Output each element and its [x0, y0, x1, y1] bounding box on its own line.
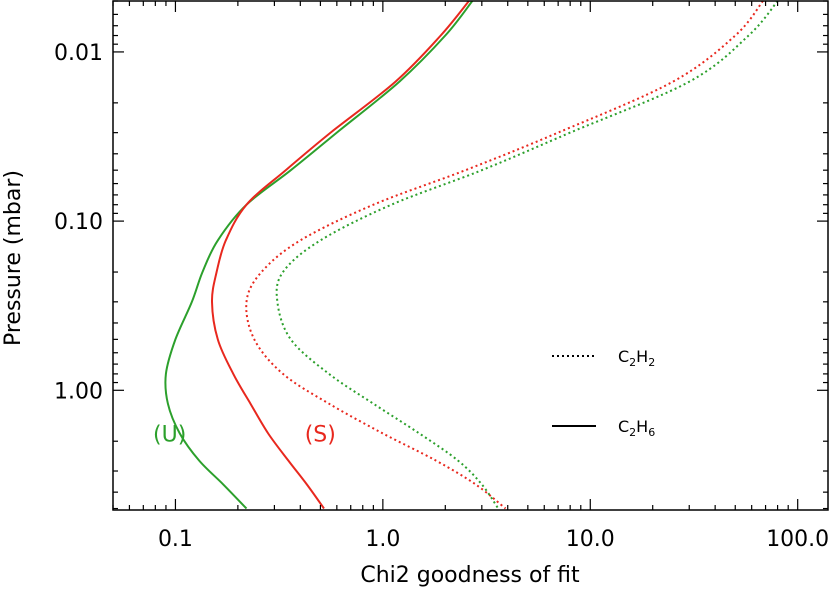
series-line-1	[210, 1, 470, 510]
legend-label-c2h2: C2H2	[618, 347, 655, 369]
y-tick-label: 0.01	[54, 41, 103, 66]
y-axis-title: Pressure (mbar)	[1, 170, 26, 346]
legend: C2H2 C2H6	[552, 347, 655, 439]
x-tick-label: 1.0	[365, 527, 400, 552]
legend-label-c2h6: C2H6	[618, 417, 655, 439]
y-tick-label: 1.00	[54, 379, 103, 404]
ticks-layer: 0.1 1.0 10.0 100.0 0.01 0.10 1.00	[54, 0, 829, 552]
annotation-label: (U)	[153, 422, 186, 447]
x-axis-title: Chi2 goodness of fit	[360, 563, 580, 588]
annotations-layer: (U) (S)	[153, 422, 336, 447]
series-layer	[164, 1, 779, 510]
x-tick-label: 100.0	[766, 527, 829, 552]
plot-frame	[112, 0, 829, 511]
series-line-0	[164, 1, 474, 510]
y-tick-label: 0.10	[54, 210, 103, 235]
series-line-3	[275, 1, 779, 510]
annotation-label: (S)	[305, 422, 336, 447]
x-tick-label: 10.0	[566, 527, 615, 552]
x-tick-label: 0.1	[158, 527, 193, 552]
